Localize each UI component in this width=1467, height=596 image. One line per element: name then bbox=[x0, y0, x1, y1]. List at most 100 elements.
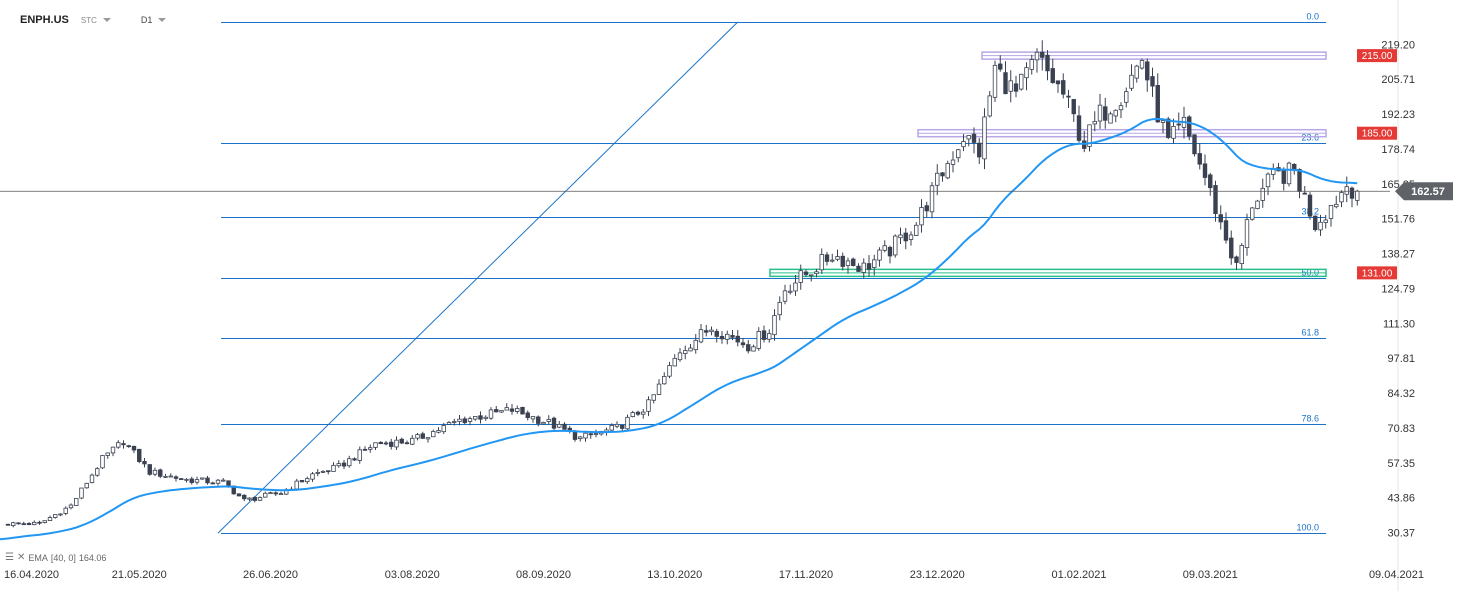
level-price-tag bbox=[1357, 266, 1397, 280]
candle bbox=[1244, 213, 1250, 256]
candle bbox=[929, 182, 935, 219]
candle bbox=[410, 435, 415, 446]
candle bbox=[1008, 70, 1013, 103]
candle bbox=[1155, 73, 1160, 123]
candle-body bbox=[1355, 190, 1360, 201]
candle-body bbox=[116, 442, 121, 448]
candle bbox=[977, 138, 982, 164]
candle-body bbox=[1066, 95, 1071, 98]
candle bbox=[278, 491, 284, 495]
candle-body bbox=[1339, 192, 1344, 203]
candle bbox=[1124, 87, 1129, 108]
candle bbox=[389, 438, 394, 450]
candle-body bbox=[541, 421, 546, 425]
candle-body bbox=[1302, 192, 1307, 195]
candle bbox=[903, 227, 908, 250]
candle-body bbox=[1229, 237, 1234, 259]
candle bbox=[184, 478, 189, 483]
timeframe-dropdown-icon[interactable] bbox=[158, 18, 167, 22]
candle-body bbox=[53, 514, 58, 518]
candle bbox=[651, 394, 656, 404]
candle-body bbox=[320, 470, 326, 473]
candle bbox=[798, 264, 803, 290]
candle bbox=[987, 91, 992, 118]
candle-body bbox=[1286, 162, 1292, 185]
x-tick-label: 08.09.2020 bbox=[516, 569, 571, 581]
candle-body bbox=[987, 95, 992, 117]
mode-label[interactable]: STC bbox=[80, 15, 97, 25]
candle bbox=[163, 473, 168, 479]
candle bbox=[352, 457, 357, 461]
candle bbox=[1192, 134, 1197, 157]
candle bbox=[173, 475, 179, 482]
menu-icon[interactable]: ☰ bbox=[5, 552, 14, 563]
candle bbox=[1076, 105, 1082, 143]
candles bbox=[5, 40, 1360, 528]
candle-body bbox=[1003, 72, 1008, 95]
candle bbox=[5, 523, 11, 526]
candle-body bbox=[583, 432, 588, 439]
candle-body bbox=[1297, 168, 1302, 192]
candle bbox=[940, 171, 945, 182]
candle bbox=[1139, 58, 1145, 70]
candle-body bbox=[404, 442, 410, 445]
fib-level-label: 100.0 bbox=[1296, 523, 1319, 533]
candle-body bbox=[478, 415, 483, 420]
candle-body bbox=[866, 263, 872, 270]
x-tick-label: 09.04.2021 bbox=[1369, 569, 1424, 581]
candle-body bbox=[11, 522, 16, 526]
candle bbox=[698, 324, 704, 344]
candle bbox=[1029, 54, 1034, 75]
candle-body bbox=[242, 494, 247, 500]
close-icon[interactable]: ✕ bbox=[16, 552, 26, 563]
candle bbox=[788, 284, 793, 295]
candle bbox=[137, 448, 142, 464]
mode-dropdown-icon[interactable] bbox=[102, 18, 111, 22]
candle bbox=[1234, 255, 1239, 270]
candle bbox=[399, 437, 404, 445]
candle bbox=[672, 354, 677, 367]
candle-body bbox=[278, 493, 284, 495]
candle-body bbox=[1024, 67, 1029, 79]
candle bbox=[483, 415, 488, 421]
candle-body bbox=[16, 522, 21, 525]
candle-body bbox=[210, 482, 215, 485]
indicator-name: EMA bbox=[28, 552, 48, 563]
candle-body bbox=[483, 416, 488, 419]
candle-body bbox=[47, 517, 53, 521]
candle bbox=[1286, 161, 1292, 187]
candle-body bbox=[1171, 125, 1176, 139]
candle-body bbox=[200, 477, 205, 480]
candle-body bbox=[126, 445, 131, 448]
candle bbox=[1328, 205, 1334, 227]
candle bbox=[273, 491, 278, 497]
candle bbox=[1050, 58, 1055, 84]
candle bbox=[221, 478, 226, 482]
candle bbox=[1055, 80, 1061, 93]
symbol-label[interactable]: ENPH.US bbox=[20, 14, 69, 26]
candle bbox=[1197, 143, 1202, 170]
candle bbox=[1255, 199, 1260, 210]
candle-body bbox=[1160, 120, 1166, 123]
candle-body bbox=[1129, 74, 1134, 89]
y-tick-label: 178.74 bbox=[1381, 144, 1415, 156]
candle bbox=[1118, 102, 1124, 119]
candle bbox=[263, 491, 268, 498]
candle bbox=[473, 416, 478, 421]
candle-body bbox=[436, 430, 441, 433]
candle-body bbox=[441, 425, 446, 433]
candle-body bbox=[735, 335, 740, 343]
candle-body bbox=[1281, 170, 1286, 184]
candle-body bbox=[84, 482, 89, 489]
candle bbox=[782, 284, 788, 305]
candle bbox=[1202, 154, 1208, 186]
y-tick-label: 57.35 bbox=[1387, 458, 1415, 470]
timeframe-label[interactable]: D1 bbox=[140, 15, 153, 25]
candle-body bbox=[950, 159, 956, 165]
candle-body bbox=[425, 437, 431, 440]
y-tick-label: 70.83 bbox=[1387, 423, 1415, 435]
candle-body bbox=[1118, 105, 1124, 111]
candle bbox=[1040, 40, 1045, 71]
